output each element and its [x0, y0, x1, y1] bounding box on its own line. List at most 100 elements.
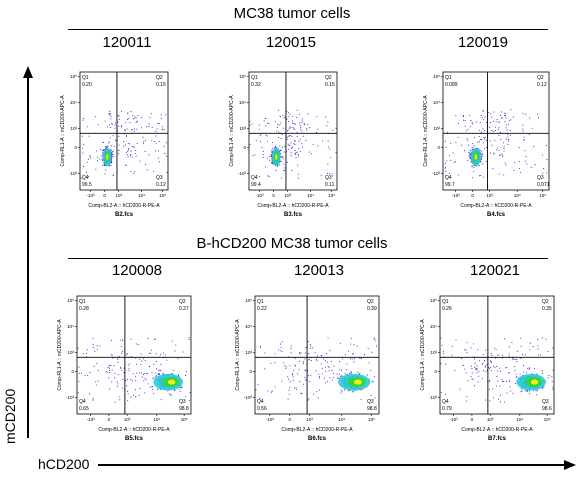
event-dot: [151, 388, 153, 390]
event-dot: [498, 173, 500, 175]
event-dot: [152, 377, 154, 379]
event-dot: [480, 161, 482, 163]
event-dot: [141, 376, 143, 378]
event-dot: [502, 380, 505, 382]
event-dot: [110, 115, 112, 117]
event-dot: [293, 387, 296, 389]
event-dot: [109, 388, 111, 390]
x-axis-arrow: [98, 460, 576, 470]
event-dot: [505, 117, 507, 119]
event-dot: [285, 366, 287, 368]
event-dot: [359, 372, 361, 375]
event-dot: [341, 391, 343, 393]
event-dot: [327, 163, 329, 165]
event-dot: [471, 122, 473, 124]
event-dot: [499, 114, 502, 117]
event-dot: [131, 380, 133, 382]
event-dot: [135, 343, 137, 345]
event-dot: [295, 154, 297, 156]
event-dot: [182, 351, 184, 353]
event-dot: [492, 131, 494, 133]
event-dot: [518, 160, 520, 162]
event-dot: [147, 383, 149, 385]
event-dot: [144, 392, 146, 394]
event-dot: [317, 128, 319, 130]
event-dot: [78, 366, 80, 368]
event-dot: [286, 118, 288, 120]
event-dot: [315, 370, 317, 372]
event-dot: [297, 173, 299, 175]
event-dot: [546, 172, 548, 174]
event-dot: [302, 135, 304, 137]
event-dot: [444, 393, 447, 395]
x-tick-label: -10³: [266, 417, 275, 422]
event-dot: [329, 173, 331, 175]
event-dot: [445, 363, 447, 365]
event-dot: [466, 352, 468, 354]
event-dot: [165, 114, 167, 116]
event-dot: [122, 340, 124, 342]
event-dot: [503, 174, 505, 176]
event-dot: [315, 132, 318, 134]
event-dot: [339, 373, 341, 375]
event-dot: [279, 124, 281, 126]
event-dot: [506, 392, 508, 394]
y-tick-label: 10⁵: [239, 74, 246, 79]
event-dot: [307, 399, 309, 401]
event-dot: [442, 350, 444, 353]
event-dot: [472, 379, 474, 381]
event-dot: [160, 363, 162, 366]
event-dot: [476, 372, 478, 374]
event-dot: [290, 155, 292, 157]
event-dot: [108, 365, 110, 367]
event-dot: [455, 339, 457, 341]
event-dot: [261, 146, 263, 148]
event-dot: [111, 369, 113, 371]
event-dot: [533, 146, 535, 148]
event-dot: [148, 154, 150, 156]
q3-label: Q3: [179, 399, 186, 405]
event-dot: [508, 355, 510, 357]
event-dot: [127, 391, 129, 393]
y-tick-label: 10³: [433, 126, 440, 131]
y-tick-label: 0: [437, 145, 440, 150]
event-dot: [537, 345, 539, 347]
event-dot: [545, 338, 547, 340]
event-dot: [255, 139, 257, 142]
event-dot: [294, 150, 296, 152]
event-dot: [188, 400, 191, 402]
event-dot: [82, 152, 84, 154]
event-dot: [96, 156, 98, 158]
event-dot: [141, 372, 143, 374]
event-dot: [252, 155, 254, 157]
event-dot: [534, 367, 536, 370]
q1-value: 0.26: [442, 306, 452, 312]
event-dot: [474, 368, 476, 370]
event-dot: [314, 352, 316, 354]
event-dot: [322, 358, 324, 360]
event-dot: [158, 141, 160, 143]
event-dot: [184, 374, 187, 377]
event-dot: [484, 148, 486, 150]
event-dot: [131, 145, 133, 148]
y-tick-label: 0: [74, 145, 77, 150]
event-dot: [375, 339, 377, 341]
event-dot: [469, 155, 471, 157]
event-dot: [144, 150, 146, 152]
event-dot: [495, 121, 497, 123]
q1-value: 0.22: [257, 306, 267, 312]
event-dot: [109, 137, 111, 139]
q1-value: 0.32: [251, 82, 261, 88]
event-dot: [497, 370, 499, 372]
event-dot: [281, 133, 283, 135]
event-dot: [321, 373, 323, 375]
event-dot: [493, 153, 495, 155]
event-dot: [298, 352, 300, 354]
x-tick-label: 10⁵: [181, 417, 188, 422]
event-dot: [166, 155, 168, 157]
event-dot: [104, 120, 106, 122]
event-dot: [96, 345, 98, 347]
q1-label: Q1: [445, 75, 452, 81]
density-yellow: [106, 154, 109, 160]
